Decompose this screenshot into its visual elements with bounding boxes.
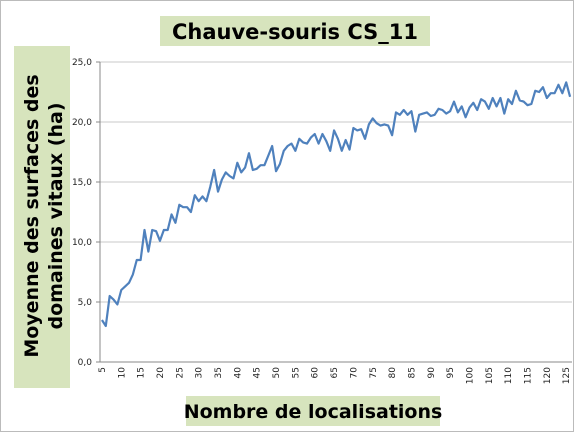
x-tick-label: 85 — [407, 367, 417, 378]
x-tick-label: 80 — [388, 367, 398, 379]
x-tick-label: 35 — [214, 367, 224, 378]
x-tick-label: 40 — [233, 367, 243, 379]
x-tick-label: 115 — [524, 367, 534, 384]
y-tick-label: 20,0 — [72, 118, 92, 128]
x-tick-label: 110 — [504, 367, 514, 384]
x-tick-label: 120 — [543, 367, 553, 384]
x-label-box — [186, 396, 440, 426]
y-tick-label: 10,0 — [72, 238, 92, 248]
y-tick-label: 15,0 — [72, 178, 92, 188]
x-axis-label: Nombre de localisations — [184, 401, 443, 423]
x-tick-label: 90 — [427, 367, 437, 379]
x-tick-label: 105 — [485, 367, 495, 384]
x-tick-label: 65 — [330, 367, 340, 378]
x-tick-label: 125 — [562, 367, 572, 384]
y-tick-label: 0,0 — [78, 358, 93, 368]
y-axis-label: domaines vitaux (ha) — [45, 102, 67, 329]
y-label-box — [14, 46, 70, 388]
x-tick-label: 100 — [465, 367, 475, 384]
y-tick-label: 5,0 — [78, 298, 93, 308]
x-tick-label: 25 — [175, 367, 185, 378]
chart-title: Chauve-souris CS_11 — [172, 20, 418, 44]
x-tick-label: 45 — [253, 367, 263, 378]
x-tick-label: 30 — [195, 367, 205, 379]
line-series — [101, 81, 572, 328]
x-tick-label: 55 — [291, 367, 301, 378]
x-tick-label: 70 — [349, 367, 359, 379]
x-tick-label: 20 — [156, 367, 166, 379]
title-box — [160, 16, 430, 46]
x-tick-label: 95 — [446, 367, 456, 378]
y-axis-label: Moyenne des surfaces des — [21, 74, 43, 357]
x-tick-label: 75 — [369, 367, 379, 378]
x-tick-label: 50 — [272, 367, 282, 379]
x-tick-label: 5 — [98, 367, 108, 373]
x-tick-label: 60 — [311, 367, 321, 379]
x-tick-label: 15 — [137, 367, 147, 378]
x-tick-label: 10 — [117, 367, 127, 379]
y-tick-label: 25,0 — [72, 58, 92, 68]
